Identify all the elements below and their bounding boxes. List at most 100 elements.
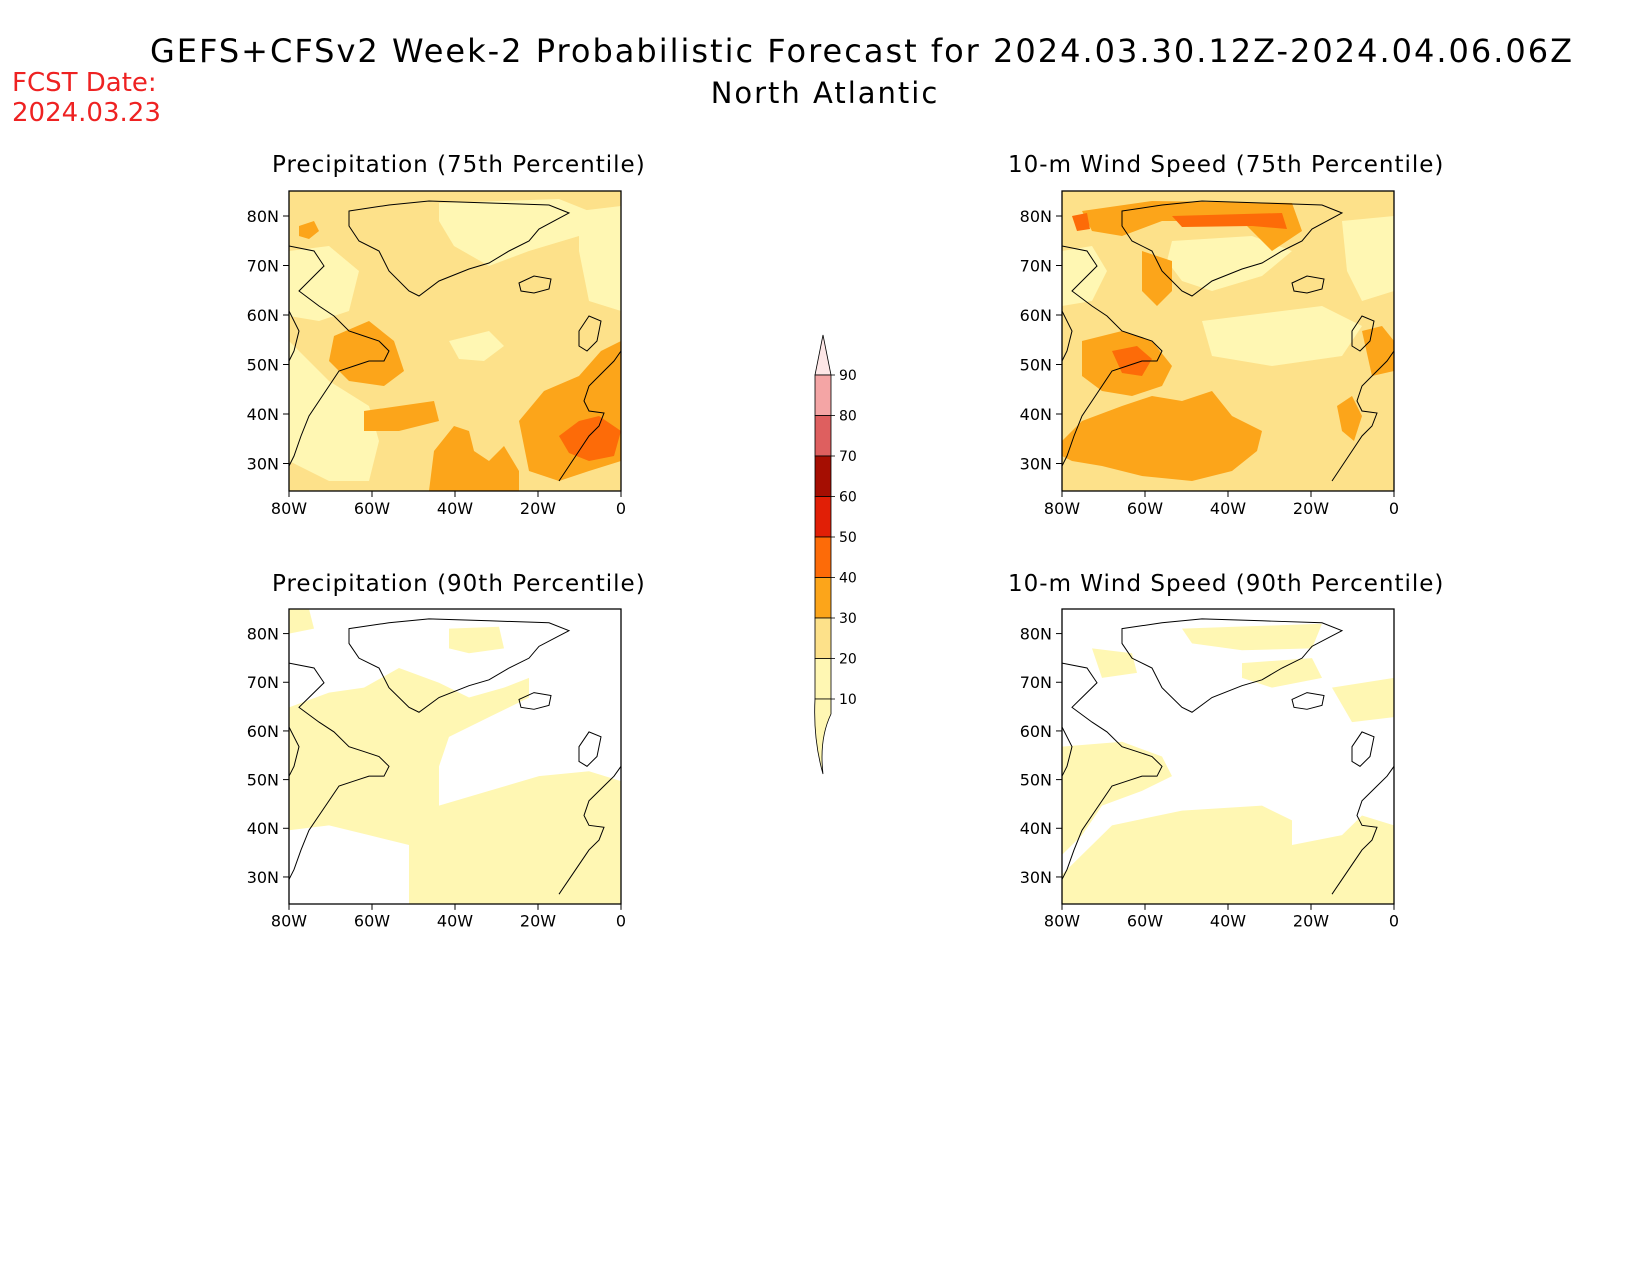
lon-tick-label: 40W xyxy=(437,912,473,931)
coastline-britain xyxy=(1351,731,1375,767)
contour-30-40 xyxy=(1062,391,1262,481)
coastline-greenland xyxy=(348,618,571,713)
lon-axis: 80W 60W 40W 20W 0 xyxy=(1044,491,1399,518)
contour-30-40 xyxy=(1082,201,1302,251)
lat-tick-label: 60N xyxy=(247,306,279,325)
contour-40-50 xyxy=(1112,346,1152,376)
lon-axis: 80W 60W 40W 20W 0 xyxy=(271,904,626,931)
coastline-europe xyxy=(1331,350,1394,482)
coastline-hudson xyxy=(289,310,300,362)
coastline-britain xyxy=(578,731,602,767)
panel-title-wind-75: 10-m Wind Speed (75th Percentile) xyxy=(1008,152,1445,178)
contour-10-20 xyxy=(449,626,504,654)
lon-tick-label: 40W xyxy=(437,499,473,518)
figure-title: GEFS+CFSv2 Week-2 Probabilistic Forecast… xyxy=(150,32,1575,70)
lon-tick-label: 20W xyxy=(1293,912,1329,931)
contour-10-20 xyxy=(1062,246,1107,306)
coastline-hudson xyxy=(289,726,300,777)
colorbar-segment xyxy=(814,496,832,538)
lon-tick-label: 60W xyxy=(354,499,390,518)
colorbar-segment xyxy=(814,536,832,578)
lon-tick-label: 60W xyxy=(1127,499,1163,518)
lat-tick-label: 70N xyxy=(1020,673,1052,692)
lat-tick-label: 30N xyxy=(247,455,279,474)
lat-axis: 80N 70N 60N 50N 40N 30N xyxy=(247,625,289,887)
coastline-greenland xyxy=(348,200,571,297)
contour-10-20 xyxy=(439,199,589,266)
contour-10-20 xyxy=(579,206,621,311)
colorbar-level-label: 50 xyxy=(839,530,857,546)
lat-tick-label: 80N xyxy=(1020,207,1052,226)
colorbar: 90 80 70 60 50 40 30 20 10 xyxy=(814,334,857,775)
contour-10-20 xyxy=(1182,623,1322,651)
lat-tick-label: 50N xyxy=(247,771,279,790)
panel-title-precip-90: Precipitation (90th Percentile) xyxy=(272,571,646,597)
map-wind-90: 80N 70N 60N 50N 40N 30N 80W 60W 40W 20W 0 xyxy=(1020,608,1399,931)
lon-axis: 80W 60W 40W 20W 0 xyxy=(1044,904,1399,931)
lat-tick-label: 40N xyxy=(247,405,279,424)
lon-tick-label: 80W xyxy=(1044,912,1080,931)
colorbar-segment xyxy=(814,658,832,700)
contour-40-50 xyxy=(1072,213,1090,231)
contour-10-20 xyxy=(1332,677,1394,723)
lat-tick-label: 50N xyxy=(1020,356,1052,375)
coastline-iceland xyxy=(1291,692,1325,710)
lon-tick-label: 20W xyxy=(1293,499,1329,518)
contour-10-20 xyxy=(289,246,359,321)
contour-30-40 xyxy=(1337,396,1362,441)
forecast-date-value: 2024.03.23 xyxy=(12,98,161,128)
coastline-north-america xyxy=(1062,245,1163,467)
contour-10-20 xyxy=(1202,306,1362,366)
lat-tick-label: 60N xyxy=(1020,722,1052,741)
coastline-greenland xyxy=(1121,618,1344,713)
coastline-iceland xyxy=(518,275,552,294)
lon-tick-label: 0 xyxy=(1389,499,1399,518)
colorbar-level-label: 10 xyxy=(839,692,857,708)
lat-tick-label: 40N xyxy=(247,819,279,838)
contour-30-40 xyxy=(329,321,404,386)
colorbar-top-arrow xyxy=(814,334,832,376)
region-subtitle: North Atlantic xyxy=(710,76,940,110)
lat-tick-label: 70N xyxy=(247,673,279,692)
lat-tick-label: 70N xyxy=(247,257,279,276)
lat-tick-label: 80N xyxy=(1020,625,1052,644)
colorbar-level-label: 70 xyxy=(839,449,857,465)
map-wind-75: 80N 70N 60N 50N 40N 30N 80W 60W 40W 20W 0 xyxy=(1020,190,1399,518)
lat-tick-label: 40N xyxy=(1020,405,1052,424)
lat-tick-label: 50N xyxy=(247,356,279,375)
coastline-hudson xyxy=(1062,310,1073,362)
coastline-iceland xyxy=(518,692,552,710)
lat-tick-label: 70N xyxy=(1020,257,1052,276)
lat-tick-label: 80N xyxy=(247,625,279,644)
lat-tick-label: 60N xyxy=(1020,306,1052,325)
lon-tick-label: 0 xyxy=(616,499,626,518)
colorbar-level-label: 40 xyxy=(839,571,857,587)
contour-10-20 xyxy=(289,341,379,481)
lat-axis: 80N 70N 60N 50N 40N 30N xyxy=(247,207,289,474)
lat-tick-label: 50N xyxy=(1020,771,1052,790)
coastline-europe xyxy=(558,766,621,895)
contour-10-20 xyxy=(1167,236,1292,291)
lon-tick-label: 60W xyxy=(354,912,390,931)
coastline-north-america xyxy=(1062,662,1163,880)
colorbar-level-label: 60 xyxy=(839,490,857,506)
lat-tick-label: 30N xyxy=(1020,868,1052,887)
forecast-date-label: FCST Date: xyxy=(12,68,157,98)
lon-tick-label: 80W xyxy=(1044,499,1080,518)
contour-10-20 xyxy=(1062,805,1394,904)
map-precip-90: 80N 70N 60N 50N 40N 30N 80W 60W 40W 20W 0 xyxy=(247,608,626,931)
contour-10-20 xyxy=(449,331,504,361)
colorbar-segment xyxy=(814,374,832,416)
lat-axis: 80N 70N 60N 50N 40N 30N xyxy=(1020,207,1062,474)
colorbar-level-label: 80 xyxy=(839,409,857,425)
contour-40-50 xyxy=(559,416,621,461)
contour-30-40 xyxy=(364,401,439,431)
lon-tick-label: 40W xyxy=(1210,499,1246,518)
colorbar-level-label: 90 xyxy=(839,368,857,384)
colorbar-bottom-tail xyxy=(814,698,832,775)
coastline-greenland xyxy=(1121,200,1344,297)
contour-10-20 xyxy=(289,668,621,904)
contour-40-50 xyxy=(1172,213,1287,229)
lon-tick-label: 80W xyxy=(271,499,307,518)
coastline-britain xyxy=(578,315,602,352)
